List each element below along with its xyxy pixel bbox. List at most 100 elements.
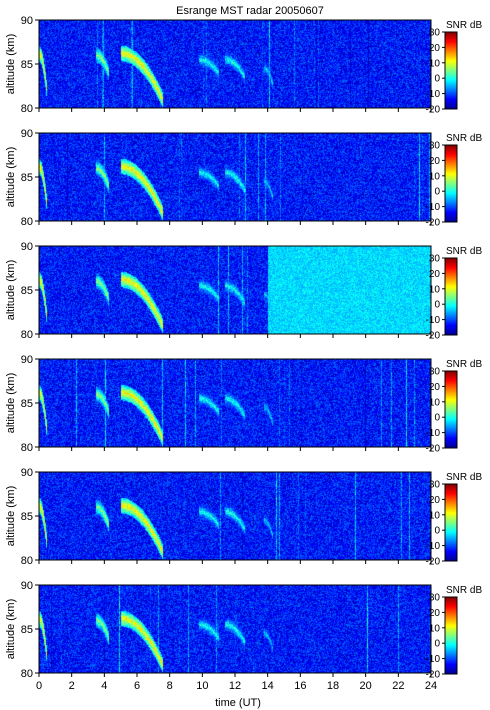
colorbar-tick-label: -20 — [426, 331, 441, 342]
x-tick-label: 18 — [327, 680, 339, 692]
y-tick-label: 80 — [21, 668, 33, 680]
colorbar-tick-label: -20 — [426, 670, 441, 681]
colorbar-tick-label: 30 — [429, 141, 441, 152]
x-tick-label: 16 — [294, 680, 306, 692]
y-tick-label: 90 — [21, 580, 33, 592]
y-tick-label: 80 — [21, 103, 33, 115]
colorbar-tick-label: -10 — [426, 202, 441, 213]
x-tick-label: 20 — [360, 680, 372, 692]
y-tick-label: 85 — [21, 59, 33, 71]
colorbar-tick-label: -20 — [426, 557, 441, 568]
y-tick-label: 80 — [21, 442, 33, 454]
x-tick-label: 2 — [69, 680, 75, 692]
y-tick-label: 85 — [21, 172, 33, 184]
colorbar-tick-label: -10 — [426, 541, 441, 552]
colorbar-tick-label: 0 — [434, 526, 440, 537]
colorbar-tick-label: 0 — [434, 300, 440, 311]
y-axis-label: altitude (km) — [5, 147, 17, 208]
x-tick-label: 4 — [101, 680, 107, 692]
y-tick-label: 90 — [21, 15, 33, 27]
colorbar-tick-label: -10 — [426, 89, 441, 100]
colorbar-tick-label: 20 — [429, 269, 441, 280]
colorbar-tick-label: 0 — [434, 74, 440, 85]
colorbar-tick-label: 20 — [429, 382, 441, 393]
colorbar — [444, 370, 458, 449]
colorbar-tick-label: 10 — [429, 284, 441, 295]
colorbar-tick-label: 20 — [429, 608, 441, 619]
y-tick-label: 80 — [21, 555, 33, 567]
y-axis-label: altitude (km) — [5, 260, 17, 321]
colorbar-tick-label: -10 — [426, 428, 441, 439]
colorbar-tick-label: 30 — [429, 480, 441, 491]
colorbar-tick-label: 30 — [429, 367, 441, 378]
colorbar-label: SNR dB — [446, 246, 482, 257]
colorbar-tick-label: 10 — [429, 58, 441, 69]
radar-panel-1: 80 85 90 altitude (km) SNR dB -20 -10 0 10 20 30 — [5, 15, 482, 116]
colorbar-label: SNR dB — [446, 133, 482, 144]
colorbar — [444, 31, 458, 110]
colorbar-tick-label: -20 — [426, 218, 441, 229]
colorbar-tick-label: 10 — [429, 623, 441, 634]
colorbar-tick-label: 10 — [429, 510, 441, 521]
colorbar-tick-label: -10 — [426, 654, 441, 665]
x-tick-label: 22 — [392, 680, 404, 692]
y-tick-label: 85 — [21, 285, 33, 297]
colorbar-tick-label: -20 — [426, 105, 441, 116]
colorbar-label: SNR dB — [446, 20, 482, 31]
colorbar — [444, 144, 458, 223]
snr-heatmap — [39, 359, 431, 447]
radar-panel-2: 80 85 90 altitude (km) SNR dB -20 -10 0 10 20 30 — [5, 128, 482, 229]
colorbar-tick-label: 10 — [429, 171, 441, 182]
snr-heatmap — [39, 133, 431, 221]
y-tick-label: 80 — [21, 329, 33, 341]
colorbar-tick-label: -20 — [426, 444, 441, 455]
x-tick-label: 14 — [262, 680, 274, 692]
snr-heatmap — [39, 20, 431, 108]
chart-title: Esrange MST radar 20050607 — [176, 5, 324, 17]
colorbar — [444, 257, 458, 336]
y-axis-label: altitude (km) — [5, 373, 17, 434]
x-tick-label: 0 — [36, 680, 42, 692]
colorbar-tick-label: 0 — [434, 187, 440, 198]
snr-heatmap — [39, 585, 431, 673]
x-tick-label: 24 — [425, 680, 437, 692]
colorbar-tick-label: 0 — [434, 639, 440, 650]
y-axis-label: altitude (km) — [5, 34, 17, 95]
x-axis-label: time (UT) — [215, 697, 261, 709]
radar-panel-4: 80 85 90 altitude (km) SNR dB -20 -10 0 10 20 30 — [5, 354, 482, 455]
x-tick-label: 8 — [167, 680, 173, 692]
y-tick-label: 90 — [21, 128, 33, 140]
colorbar-tick-label: 10 — [429, 397, 441, 408]
colorbar — [444, 483, 458, 562]
colorbar-tick-label: 20 — [429, 495, 441, 506]
colorbar-tick-label: 0 — [434, 413, 440, 424]
x-tick-label: 10 — [196, 680, 208, 692]
snr-heatmap — [39, 246, 431, 334]
colorbar-tick-label: 20 — [429, 43, 441, 54]
colorbar-label: SNR dB — [446, 472, 482, 483]
y-tick-label: 90 — [21, 467, 33, 479]
colorbar-tick-label: 30 — [429, 254, 441, 265]
colorbar-tick-label: 30 — [429, 593, 441, 604]
colorbar-tick-label: 20 — [429, 156, 441, 167]
y-axis-label: altitude (km) — [5, 486, 17, 547]
y-tick-label: 80 — [21, 216, 33, 228]
y-tick-label: 85 — [21, 511, 33, 523]
x-tick-label: 6 — [134, 680, 140, 692]
y-tick-label: 85 — [21, 624, 33, 636]
y-tick-label: 90 — [21, 354, 33, 366]
colorbar-tick-label: -10 — [426, 315, 441, 326]
x-tick-label: 12 — [229, 680, 241, 692]
colorbar-label: SNR dB — [446, 585, 482, 596]
colorbar — [444, 596, 458, 675]
colorbar-tick-label: 30 — [429, 28, 441, 39]
y-tick-label: 85 — [21, 398, 33, 410]
colorbar-label: SNR dB — [446, 359, 482, 370]
radar-panel-5: 80 85 90 altitude (km) SNR dB -20 -10 0 10 20 30 — [5, 467, 482, 568]
y-tick-label: 90 — [21, 241, 33, 253]
radar-panel-3: 80 85 90 altitude (km) SNR dB -20 -10 0 10 20 30 — [5, 241, 482, 342]
snr-heatmap — [39, 472, 431, 560]
